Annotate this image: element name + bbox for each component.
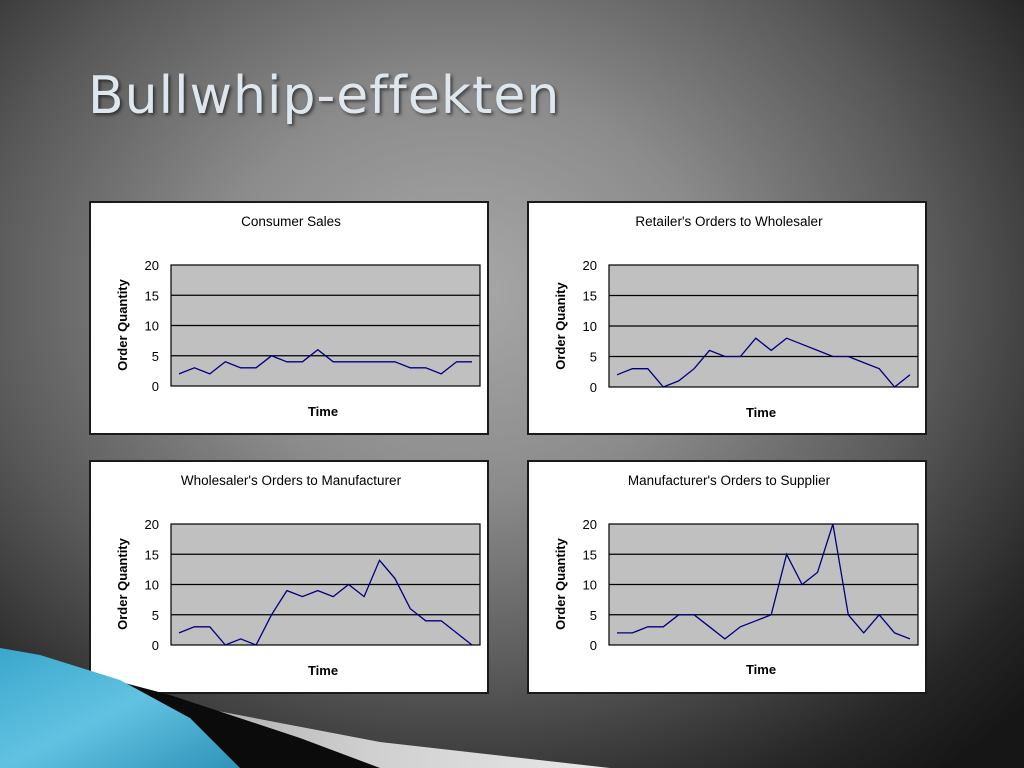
y-tick-label: 10 [583, 319, 597, 334]
y-tick-label: 10 [145, 319, 159, 334]
x-axis-label: Time [308, 404, 338, 419]
chart-wholesaler-orders: Wholesaler's Orders to Manufacturer 20 15… [89, 460, 489, 694]
x-axis-label: Time [746, 662, 776, 677]
y-tick-label: 5 [152, 349, 159, 364]
y-axis-label: Order Quantity [115, 278, 130, 371]
chart-svg: Consumer Sales 20 15 10 5 0 Time Order Quant… [115, 214, 481, 419]
y-axis-label: Order Quantity [115, 537, 130, 630]
chart-title: Retailer's Orders to Wholesaler [635, 214, 823, 229]
series-line [178, 348, 472, 375]
y-tick-label: 0 [590, 638, 597, 653]
y-axis-label: Order Quantity [553, 537, 568, 630]
y-tick-label: 15 [145, 547, 159, 562]
chart-consumer-sales: Consumer Sales 20 15 10 5 0 Time Order Quant… [89, 201, 489, 435]
y-tick-label: 10 [583, 578, 597, 593]
y-tick-label: 15 [583, 289, 597, 304]
y-tick-label: 5 [152, 608, 159, 623]
y-tick-label: 20 [145, 258, 159, 273]
y-tick-label: 5 [590, 350, 597, 365]
series-line [178, 559, 473, 646]
chart-title: Consumer Sales [241, 214, 341, 229]
y-tick-label: 10 [145, 578, 159, 593]
y-axis-label: Order Quanity [553, 282, 568, 370]
chart-title: Manufacturer's Orders to Supplier [628, 473, 831, 488]
chart-title: Wholesaler's Orders to Manufacturer [181, 473, 402, 488]
chart-svg: Wholesaler's Orders to Manufacturer 20 15… [115, 473, 481, 678]
y-tick-label: 0 [152, 638, 159, 653]
y-tick-label: 20 [583, 517, 597, 532]
chart-manufacturer-orders: Manufacturer's Orders to Supplier 20 15 10… [527, 460, 927, 694]
y-tick-label: 0 [152, 379, 159, 394]
y-tick-label: 20 [583, 258, 597, 273]
series-line [617, 523, 911, 640]
y-tick-label: 0 [590, 380, 597, 395]
slide-title: Bullwhip-effekten [88, 66, 561, 126]
chart-retailer-orders: Retailer's Orders to Wholesaler 20 15 10 5 0… [527, 201, 927, 435]
chart-svg: Retailer's Orders to Wholesaler 20 15 10 5 0… [553, 214, 919, 420]
series-line [616, 337, 911, 388]
x-axis-label: Time [308, 663, 338, 678]
y-tick-label: 20 [145, 517, 159, 532]
y-tick-label: 5 [590, 608, 597, 623]
chart-svg: Manufacturer's Orders to Supplier 20 15 10… [553, 473, 919, 677]
y-tick-label: 15 [145, 288, 159, 303]
y-tick-label: 15 [583, 547, 597, 562]
x-axis-label: Time [746, 405, 776, 420]
